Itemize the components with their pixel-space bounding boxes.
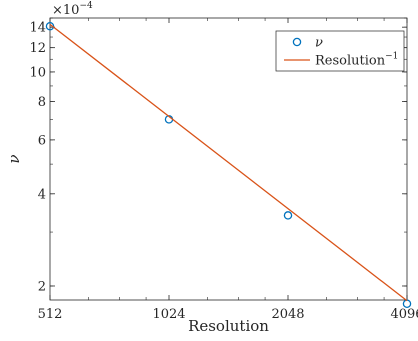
y-tick-label: 10 <box>29 65 46 80</box>
x-tick-label: 4096 <box>390 307 418 322</box>
x-tick-label: 2048 <box>271 307 304 322</box>
x-tick-label: 512 <box>38 307 63 322</box>
legend-label-superscript: −1 <box>385 52 398 62</box>
y-tick-label: 14 <box>29 21 46 36</box>
legend-box <box>275 30 405 72</box>
y-tick-label: 12 <box>29 41 46 56</box>
y-tick-label: 6 <box>38 133 46 148</box>
plot-frame <box>49 17 408 301</box>
data-point <box>283 211 293 220</box>
y-exponent-label: ×10−4 <box>52 1 93 18</box>
legend-marker-swatch <box>292 37 302 47</box>
x-axis-label: Resolution <box>188 317 269 335</box>
y-tick-label: 2 <box>38 279 46 294</box>
y-tick-label: 4 <box>38 187 46 202</box>
legend-label: Resolution−1 <box>315 52 398 69</box>
x-tick-label: 1024 <box>152 307 185 322</box>
fit-line <box>49 23 408 302</box>
data-point <box>45 21 55 31</box>
legend-label: ν <box>315 36 323 51</box>
y-exponent-power: −4 <box>79 1 93 11</box>
y-axis-label: ν <box>5 154 23 163</box>
y-tick-label: 8 <box>38 95 46 110</box>
